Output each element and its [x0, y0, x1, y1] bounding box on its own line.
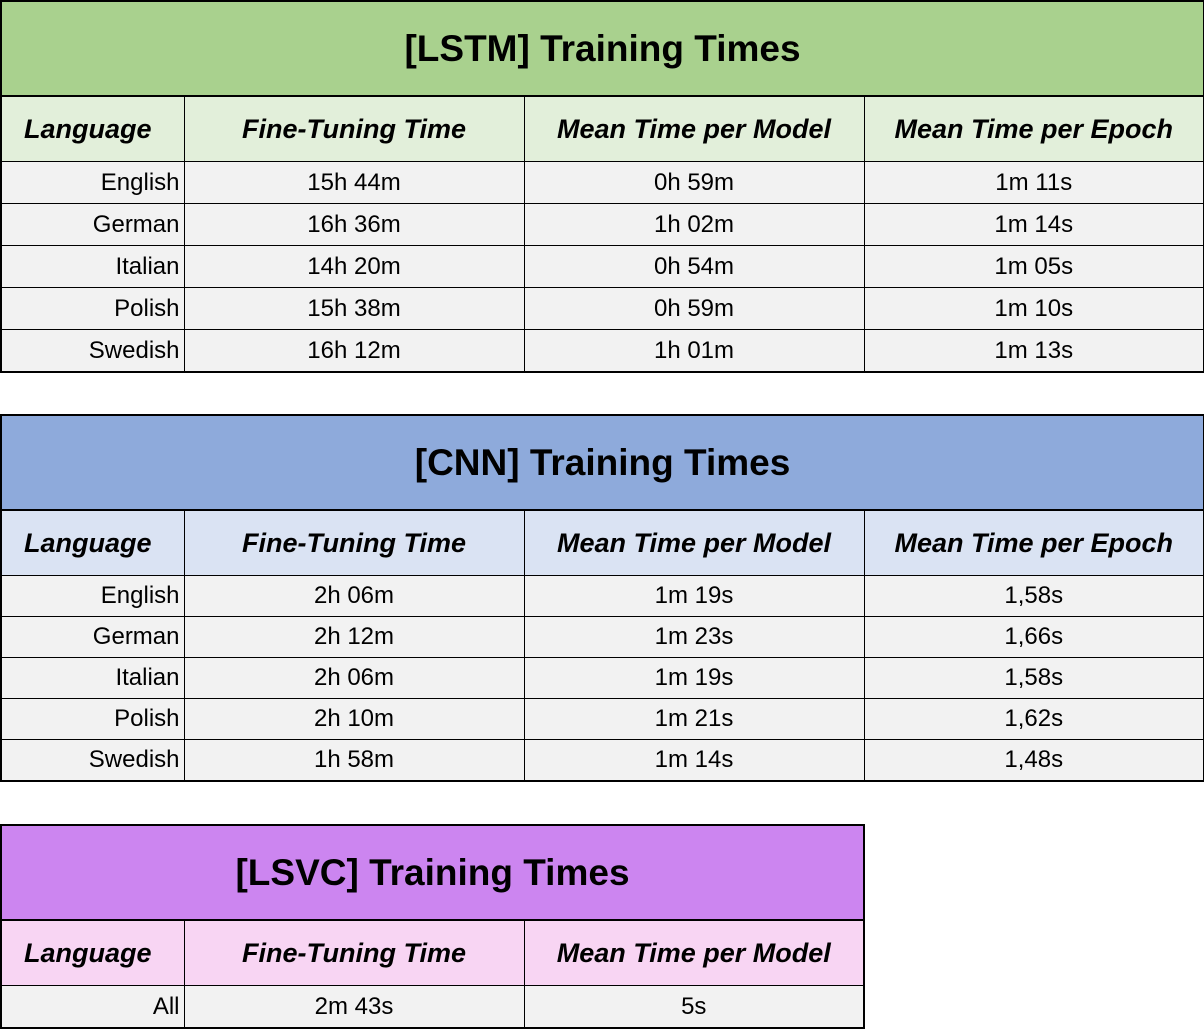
- language-cell: English: [0, 161, 185, 204]
- mean-time-per-epoch-cell: 1m 13s: [863, 329, 1204, 373]
- mean-time-per-model-cell: 1h 02m: [523, 203, 865, 246]
- table-row: German 16h 36m 1h 02m 1m 14s: [0, 203, 1204, 246]
- mean-time-per-model-cell: 1m 23s: [523, 616, 865, 658]
- language-cell: English: [0, 575, 185, 617]
- cnn-header-language: Language: [0, 509, 185, 576]
- mean-time-per-epoch-cell: 1m 10s: [863, 287, 1204, 330]
- language-cell: Polish: [0, 698, 185, 740]
- mean-time-per-epoch-cell: 1,66s: [863, 616, 1204, 658]
- lstm-header-mean-time-per-model: Mean Time per Model: [523, 95, 865, 162]
- table-row: German 2h 12m 1m 23s 1,66s: [0, 616, 1204, 658]
- fine-tuning-time-cell: 14h 20m: [183, 245, 525, 288]
- fine-tuning-time-cell: 16h 12m: [183, 329, 525, 373]
- table-row: Italian 2h 06m 1m 19s 1,58s: [0, 657, 1204, 699]
- fine-tuning-time-cell: 2m 43s: [183, 985, 525, 1029]
- lsvc-header-fine-tuning-time: Fine-Tuning Time: [183, 919, 525, 986]
- lstm-header-language: Language: [0, 95, 185, 162]
- mean-time-per-epoch-cell: 1,58s: [863, 575, 1204, 617]
- mean-time-per-model-cell: 0h 54m: [523, 245, 865, 288]
- mean-time-per-epoch-cell: 1m 05s: [863, 245, 1204, 288]
- fine-tuning-time-cell: 15h 44m: [183, 161, 525, 204]
- fine-tuning-time-cell: 2h 06m: [183, 657, 525, 699]
- fine-tuning-time-cell: 2h 10m: [183, 698, 525, 740]
- language-cell: German: [0, 616, 185, 658]
- fine-tuning-time-cell: 2h 06m: [183, 575, 525, 617]
- language-cell: Swedish: [0, 329, 185, 373]
- mean-time-per-model-cell: 1m 19s: [523, 657, 865, 699]
- lsvc-table: [LSVC] Training Times Language Fine-Tuni…: [0, 824, 865, 1029]
- table-row: Swedish 16h 12m 1h 01m 1m 13s: [0, 329, 1204, 373]
- fine-tuning-time-cell: 15h 38m: [183, 287, 525, 330]
- mean-time-per-model-cell: 1m 14s: [523, 739, 865, 782]
- mean-time-per-epoch-cell: 1m 11s: [863, 161, 1204, 204]
- language-cell: Polish: [0, 287, 185, 330]
- lsvc-table-title: [LSVC] Training Times: [0, 824, 865, 921]
- mean-time-per-epoch-cell: 1m 14s: [863, 203, 1204, 246]
- table-row: Polish 15h 38m 0h 59m 1m 10s: [0, 287, 1204, 330]
- cnn-header-mean-time-per-model: Mean Time per Model: [523, 509, 865, 576]
- lsvc-header-mean-time-per-model: Mean Time per Model: [523, 919, 865, 986]
- language-cell: German: [0, 203, 185, 246]
- mean-time-per-model-cell: 5s: [523, 985, 865, 1029]
- fine-tuning-time-cell: 1h 58m: [183, 739, 525, 782]
- table-row: Swedish 1h 58m 1m 14s 1,48s: [0, 739, 1204, 782]
- lsvc-header-language: Language: [0, 919, 185, 986]
- table-row: All 2m 43s 5s: [0, 985, 865, 1029]
- fine-tuning-time-cell: 16h 36m: [183, 203, 525, 246]
- mean-time-per-model-cell: 1h 01m: [523, 329, 865, 373]
- table-row: English 2h 06m 1m 19s 1,58s: [0, 575, 1204, 617]
- lstm-table: [LSTM] Training Times Language Fine-Tuni…: [0, 0, 1204, 373]
- table-row: Italian 14h 20m 0h 54m 1m 05s: [0, 245, 1204, 288]
- lstm-table-title: [LSTM] Training Times: [0, 0, 1204, 97]
- mean-time-per-model-cell: 1m 19s: [523, 575, 865, 617]
- lstm-header-fine-tuning-time: Fine-Tuning Time: [183, 95, 525, 162]
- mean-time-per-model-cell: 1m 21s: [523, 698, 865, 740]
- language-cell: Italian: [0, 245, 185, 288]
- cnn-header-mean-time-per-epoch: Mean Time per Epoch: [863, 509, 1204, 576]
- language-cell: Italian: [0, 657, 185, 699]
- mean-time-per-epoch-cell: 1,48s: [863, 739, 1204, 782]
- mean-time-per-model-cell: 0h 59m: [523, 287, 865, 330]
- cnn-table: [CNN] Training Times Language Fine-Tunin…: [0, 414, 1204, 782]
- fine-tuning-time-cell: 2h 12m: [183, 616, 525, 658]
- mean-time-per-model-cell: 0h 59m: [523, 161, 865, 204]
- cnn-header-fine-tuning-time: Fine-Tuning Time: [183, 509, 525, 576]
- table-row: Polish 2h 10m 1m 21s 1,62s: [0, 698, 1204, 740]
- cnn-table-title: [CNN] Training Times: [0, 414, 1204, 511]
- language-cell: All: [0, 985, 185, 1029]
- language-cell: Swedish: [0, 739, 185, 782]
- table-row: English 15h 44m 0h 59m 1m 11s: [0, 161, 1204, 204]
- lstm-header-mean-time-per-epoch: Mean Time per Epoch: [863, 95, 1204, 162]
- mean-time-per-epoch-cell: 1,58s: [863, 657, 1204, 699]
- mean-time-per-epoch-cell: 1,62s: [863, 698, 1204, 740]
